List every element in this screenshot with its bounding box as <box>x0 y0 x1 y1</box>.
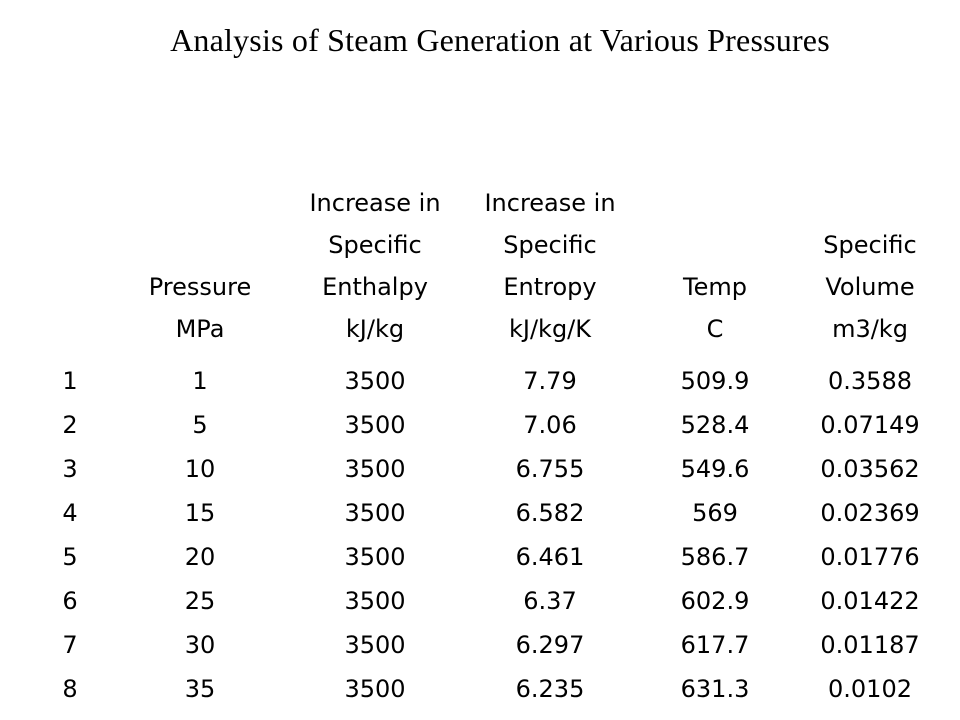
enthalpy-cell: 3500 <box>344 675 406 703</box>
header-label: Increase in <box>484 189 616 217</box>
entropy-cell: 7.79 <box>523 367 577 395</box>
header-label: Increase in <box>309 189 441 217</box>
header-unit: MPa <box>175 315 225 343</box>
header-label: Enthalpy <box>322 273 428 301</box>
header-specific-volume: Specific Volume m3/kg <box>790 195 950 350</box>
entropy-cell: 6.582 <box>515 499 585 527</box>
pressure-cell: 5 <box>192 411 208 439</box>
header-temp: Temp C <box>640 195 790 350</box>
temp-cell: 569 <box>692 499 738 527</box>
row-index: 5 <box>62 543 78 571</box>
header-unit: kJ/kg/K <box>508 315 592 343</box>
row-index: 2 <box>62 411 78 439</box>
temp-cell: 586.7 <box>680 543 750 571</box>
temp-cell: 602.9 <box>680 587 750 615</box>
header-label: Specific <box>328 231 422 259</box>
entropy-cell: 6.235 <box>515 675 585 703</box>
pressure-cell: 25 <box>184 587 216 615</box>
header-label: Entropy <box>503 273 597 301</box>
row-index: 6 <box>62 587 78 615</box>
row-index: 8 <box>62 675 78 703</box>
pressure-cell: 35 <box>184 675 216 703</box>
temp-cell: 528.4 <box>680 411 750 439</box>
row-index: 7 <box>62 631 78 659</box>
header-entropy: Increase in Specific Entropy kJ/kg/K <box>460 189 640 350</box>
header-unit: m3/kg <box>832 315 908 343</box>
pressure-cell: 20 <box>184 543 216 571</box>
header-label: Pressure <box>148 273 252 301</box>
temp-cell: 509.9 <box>680 367 750 395</box>
temp-cell: 617.7 <box>680 631 750 659</box>
header-unit: C <box>706 315 724 343</box>
volume-cell: 0.01187 <box>820 631 920 659</box>
header-label: Temp <box>683 273 747 301</box>
page-title: Analysis of Steam Generation at Various … <box>170 22 830 58</box>
entropy-cell: 6.297 <box>515 631 585 659</box>
header-label: Volume <box>825 273 915 301</box>
volume-cell: 0.03562 <box>820 455 920 483</box>
enthalpy-cell: 3500 <box>344 367 406 395</box>
volume-cell: 0.0102 <box>828 675 912 703</box>
entropy-cell: 6.461 <box>515 543 585 571</box>
header-unit: kJ/kg <box>345 315 405 343</box>
row-index: 4 <box>62 499 78 527</box>
volume-cell: 0.01776 <box>820 543 920 571</box>
temp-cell: 549.6 <box>680 455 750 483</box>
volume-cell: 0.07149 <box>820 411 920 439</box>
header-pressure: Pressure MPa <box>110 195 290 350</box>
entropy-cell: 7.06 <box>523 411 577 439</box>
enthalpy-cell: 3500 <box>344 587 406 615</box>
entropy-cell: 6.755 <box>515 455 585 483</box>
pressure-cell: 10 <box>184 455 216 483</box>
volume-cell: 0.01422 <box>820 587 920 615</box>
enthalpy-cell: 3500 <box>344 631 406 659</box>
enthalpy-cell: 3500 <box>344 411 406 439</box>
header-enthalpy: Increase in Specific Enthalpy kJ/kg <box>290 189 460 350</box>
volume-cell: 0.02369 <box>820 499 920 527</box>
pressure-cell: 1 <box>192 367 208 395</box>
entropy-cell: 6.37 <box>523 587 577 615</box>
header-label: Specific <box>503 231 597 259</box>
volume-cell: 0.3588 <box>828 367 912 395</box>
enthalpy-cell: 3500 <box>344 499 406 527</box>
header-label: Specific <box>823 231 917 259</box>
temp-cell: 631.3 <box>680 675 750 703</box>
enthalpy-cell: 3500 <box>344 455 406 483</box>
pressure-cell: 30 <box>184 631 216 659</box>
enthalpy-cell: 3500 <box>344 543 406 571</box>
row-index: 1 <box>62 367 78 395</box>
pressure-cell: 15 <box>184 499 216 527</box>
row-index: 3 <box>62 455 78 483</box>
